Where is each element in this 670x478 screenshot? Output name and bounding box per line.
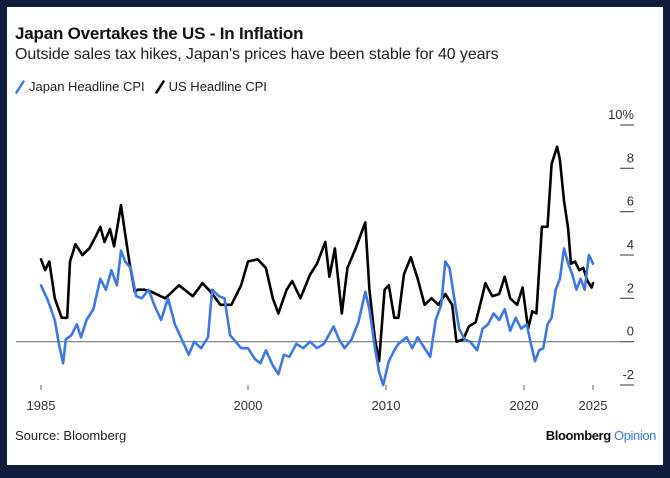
series-line-us-headline-cpi — [39, 145, 595, 363]
y-tick-label: 0 — [627, 324, 634, 339]
legend-item-us: US Headline CPI — [154, 79, 267, 94]
y-tick-label: 2 — [627, 280, 634, 295]
legend-swatch-us-icon — [154, 79, 165, 94]
y-tick-label: 4 — [627, 237, 634, 252]
x-tick-label: 2000 — [234, 398, 263, 413]
legend-label-us: US Headline CPI — [168, 79, 267, 94]
chart-subtitle: Outside sales tax hikes, Japan's prices … — [15, 46, 499, 63]
x-tick-label: 2010 — [372, 398, 401, 413]
chart-title: Japan Overtakes the US - In Inflation — [15, 24, 304, 43]
series-layer — [39, 145, 595, 387]
x-tick-label: 2020 — [510, 398, 539, 413]
legend-label-japan: Japan Headline CPI — [29, 79, 145, 94]
brand-logo: Bloomberg Opinion — [545, 428, 657, 443]
brand-primary: Bloomberg — [545, 428, 611, 443]
brand-secondary: Opinion — [613, 428, 656, 443]
x-tick-label: 2025 — [579, 398, 608, 413]
y-tick-label: 10% — [608, 107, 634, 122]
series-line-japan-headline-cpi — [39, 247, 595, 387]
legend: Japan Headline CPI US Headline CPI — [15, 79, 277, 94]
legend-swatch-japan-icon — [15, 79, 25, 94]
x-axis: 1985 2000 2010 2020 2025 — [27, 385, 608, 413]
source-note: Source: Bloomberg — [15, 428, 127, 443]
x-tick-label: 1985 — [27, 398, 56, 413]
y-tick-label: 8 — [627, 150, 634, 165]
legend-item-japan: Japan Headline CPI — [15, 79, 145, 94]
y-axis: -2 0 2 4 6 8 10% — [608, 107, 634, 386]
y-tick-label: -2 — [622, 367, 634, 382]
y-tick-label: 6 — [627, 194, 634, 209]
